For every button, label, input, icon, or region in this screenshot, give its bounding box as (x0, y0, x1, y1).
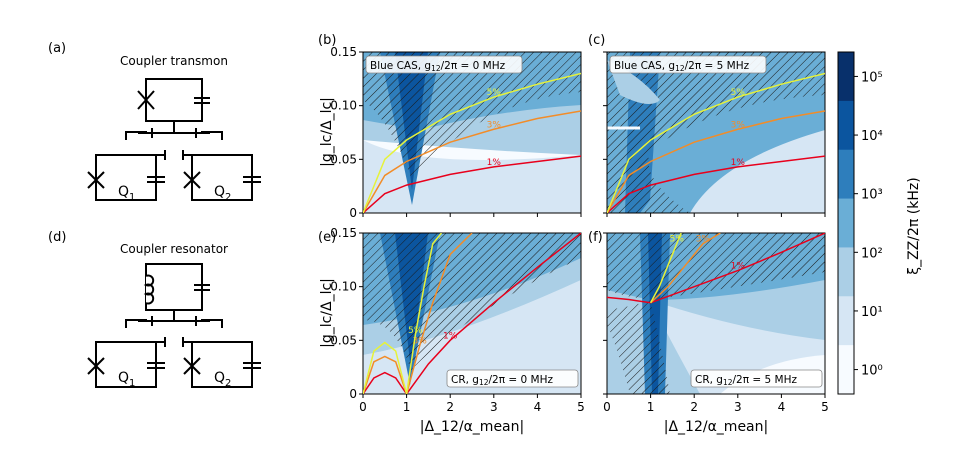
qubit-2-label-d: Q2 (214, 370, 231, 389)
colorbar-segment-1 (838, 100, 854, 151)
colorbar-tick-label-3: 10³ (861, 188, 883, 203)
contour-e-1pct (363, 233, 581, 394)
ytick-label-b-1: 0.05 (330, 152, 357, 166)
contour-label-c-5pct: 5% (731, 88, 746, 98)
xtick-label-f-3: 3 (734, 400, 742, 414)
panel-label-d: (d) (48, 230, 66, 245)
colorbar-tick-label-2: 10² (861, 246, 883, 261)
axis-ticks: 0 0.05 0.10 0.15 0 1 2 3 4 5 0 0.05 0.10 0.15 0 1 2 3 4 5 (330, 45, 829, 414)
colorbar-segment-6 (838, 345, 854, 395)
contour-label-c-3pct: 3% (731, 120, 746, 130)
xtick-label-e-4: 4 (534, 400, 542, 414)
heatmap-c (607, 52, 825, 213)
contour-label-b-3pct: 3% (487, 120, 502, 130)
contour-b-1pct (363, 155, 581, 213)
qubit-1-label-a: Q1 (118, 184, 135, 203)
heatmap-b (363, 52, 581, 213)
ylabel-top: |g_lc/Δ_lc| (319, 97, 335, 167)
contour-f-1pct (607, 233, 825, 304)
annotation-box-e (446, 369, 579, 388)
ylabel-bottom: |g_lc/Δ_lc| (319, 278, 335, 348)
colorbar: 10⁰ 10¹ 10² 10³ 10⁴ 10⁵ (837, 51, 883, 395)
contour-label-f-3pct: 3% (696, 235, 711, 245)
xtick-label-f-4: 4 (778, 400, 786, 414)
colorbar-segment-4 (838, 247, 854, 297)
contours-b: 1% 3% 5% (363, 72, 581, 213)
xtick-label-e-3: 3 (490, 400, 498, 414)
contours-c: 1% 3% 5% (607, 72, 825, 213)
xtick-label-e-2: 2 (446, 400, 454, 414)
contour-label-f-5pct: 5% (670, 235, 685, 245)
axes-frame-c (606, 51, 826, 214)
contour-label-e-3pct: 3% (413, 337, 428, 347)
circuit-a (87, 78, 261, 201)
colorbar-tick-label-4: 10⁴ (861, 129, 883, 144)
panel-label-b: (b) (318, 33, 336, 48)
circuit-title-d: Coupler resonator (120, 242, 228, 256)
contour-e-3pct (363, 233, 473, 394)
axes-frame-b (362, 51, 582, 214)
colorbar-tick-label-5: 10⁵ (861, 70, 883, 85)
axes-frame-f (606, 232, 826, 395)
xtick-label-f-5: 5 (821, 400, 829, 414)
ytick-label-e-0: 0 (349, 387, 357, 401)
ytick-label-e-1: 0.05 (330, 333, 357, 347)
xtick-label-f-2: 2 (690, 400, 698, 414)
annotation-c: Blue CAS, g12/2π = 5 MHz (614, 60, 750, 73)
annotation-box-f (690, 369, 823, 388)
contour-label-b-1pct: 1% (487, 158, 502, 168)
annotation-box-c (609, 55, 767, 74)
contour-label-e-1pct: 1% (443, 331, 458, 341)
qubit-1-label-d: Q1 (118, 370, 135, 389)
colorbar-tick-label-1: 10¹ (861, 305, 883, 320)
xtick-label-f-0: 0 (603, 400, 611, 414)
colorbar-segment-2 (838, 149, 854, 200)
ytick-label-b-2: 0.10 (330, 99, 357, 113)
contour-f-5pct (649, 233, 682, 304)
contour-e-5pct (363, 233, 443, 394)
contour-c-1pct (607, 155, 825, 213)
ytick-label-e-2: 0.10 (330, 280, 357, 294)
contours-f: 1% 3% 5% (607, 233, 825, 304)
annotation-b: Blue CAS, g12/2π = 0 MHz (370, 60, 506, 73)
panel-label-a: (a) (48, 41, 66, 56)
colorbar-tick-label-0: 10⁰ (861, 364, 883, 379)
colorbar-segment-3 (838, 198, 854, 248)
colorbar-segment-0 (838, 52, 854, 102)
contour-b-3pct (363, 110, 581, 213)
xtick-label-e-5: 5 (577, 400, 585, 414)
annotation-box-b (365, 55, 523, 74)
ytick-label-b-0: 0 (349, 206, 357, 220)
panel-label-f: (f) (588, 230, 603, 245)
heatmap-e (363, 233, 581, 394)
contours-e: 1% 3%5% (363, 233, 581, 394)
xtick-label-e-1: 1 (403, 400, 411, 414)
qubit-2-label-a: Q2 (214, 184, 231, 203)
contour-label-f-1pct: 1% (731, 262, 746, 272)
circuit-title-a: Coupler transmon (120, 54, 228, 68)
contour-b-5pct (363, 72, 581, 213)
contour-c-3pct (607, 110, 825, 213)
annotation-f: CR, g12/2π = 5 MHz (695, 374, 798, 387)
circuit-d (87, 263, 261, 388)
panel-label-c: (c) (588, 33, 605, 48)
contour-label-b-5pct: 5% (487, 88, 502, 98)
contour-label-e-5pct: 5% (408, 326, 423, 336)
colorbar-segment-5 (838, 296, 854, 346)
panel-label-e: (e) (318, 230, 336, 245)
annotation-e: CR, g12/2π = 0 MHz (451, 374, 554, 387)
ytick-label-e-3: 0.15 (330, 226, 357, 240)
xlabel-left: |Δ_12/α_mean| (420, 419, 524, 435)
contour-f-3pct (650, 233, 721, 304)
contour-c-5pct (607, 72, 825, 213)
ytick-label-b-3: 0.15 (330, 45, 357, 59)
colorbar-label: ξ_ZZ/2π (kHz) (906, 177, 922, 274)
xtick-label-f-1: 1 (647, 400, 655, 414)
xtick-label-e-0: 0 (359, 400, 367, 414)
contour-lines: 1%3%5%1%3%5%1%3%5%1%3%5% (363, 72, 825, 394)
contour-label-c-1pct: 1% (731, 158, 746, 168)
xlabel-right: |Δ_12/α_mean| (664, 419, 768, 435)
colorbar-frame (837, 51, 855, 395)
